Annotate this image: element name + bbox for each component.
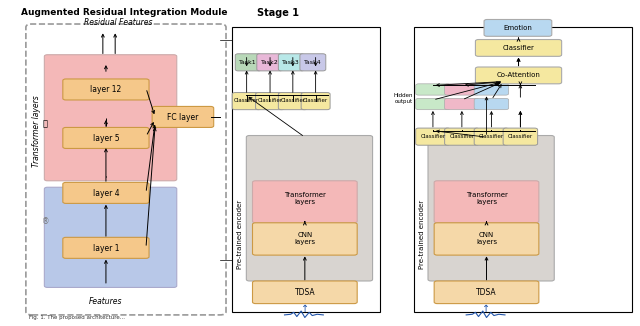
Bar (414, 27, 632, 312)
Text: Co-Attention: Co-Attention (497, 72, 540, 79)
FancyBboxPatch shape (474, 128, 509, 145)
Text: Classifier: Classifier (479, 134, 504, 139)
FancyBboxPatch shape (26, 24, 226, 315)
FancyBboxPatch shape (476, 39, 562, 56)
Text: Pre-trained encoder: Pre-trained encoder (237, 200, 243, 269)
FancyBboxPatch shape (416, 84, 450, 95)
FancyBboxPatch shape (484, 20, 552, 36)
Text: ↑: ↑ (301, 304, 309, 314)
FancyBboxPatch shape (434, 181, 539, 223)
FancyBboxPatch shape (255, 93, 285, 110)
FancyBboxPatch shape (253, 281, 357, 304)
Text: Classifier: Classifier (420, 134, 445, 139)
FancyBboxPatch shape (428, 136, 554, 281)
FancyBboxPatch shape (445, 128, 479, 145)
Text: Classifier: Classifier (234, 98, 259, 103)
Text: ↑: ↑ (483, 304, 491, 314)
Text: Fig. 1. The proposed architecture...: Fig. 1. The proposed architecture... (29, 315, 125, 320)
FancyBboxPatch shape (445, 84, 479, 95)
Text: Residual Features: Residual Features (84, 18, 152, 27)
FancyBboxPatch shape (503, 128, 538, 145)
FancyBboxPatch shape (232, 93, 261, 110)
FancyBboxPatch shape (278, 54, 304, 71)
FancyBboxPatch shape (476, 67, 562, 84)
Text: 🔒: 🔒 (43, 120, 48, 129)
Text: Transformer layers: Transformer layers (32, 95, 41, 167)
Text: CNN
layers: CNN layers (294, 232, 316, 245)
FancyBboxPatch shape (434, 223, 539, 255)
FancyBboxPatch shape (416, 128, 450, 145)
FancyBboxPatch shape (445, 98, 479, 110)
Text: Task4: Task4 (304, 60, 322, 65)
FancyBboxPatch shape (474, 84, 509, 95)
FancyBboxPatch shape (246, 136, 372, 281)
Text: layer 1: layer 1 (93, 244, 119, 253)
FancyBboxPatch shape (63, 127, 149, 148)
FancyBboxPatch shape (152, 106, 214, 127)
Text: layer 5: layer 5 (93, 134, 119, 142)
Text: Classifier: Classifier (280, 98, 305, 103)
FancyBboxPatch shape (236, 54, 261, 71)
Text: Classifier: Classifier (257, 98, 283, 103)
Text: CNN
layers: CNN layers (476, 232, 497, 245)
Text: Task3: Task3 (282, 60, 300, 65)
Bar (232, 27, 380, 312)
FancyBboxPatch shape (300, 54, 326, 71)
FancyBboxPatch shape (253, 223, 357, 255)
Text: TDSA: TDSA (294, 288, 315, 297)
FancyBboxPatch shape (44, 187, 177, 288)
Text: FC layer: FC layer (167, 112, 198, 122)
Text: layer 4: layer 4 (93, 188, 119, 198)
FancyBboxPatch shape (253, 181, 357, 223)
Text: Emotion: Emotion (504, 25, 532, 31)
Text: Classifier: Classifier (502, 45, 534, 51)
Text: ®: ® (42, 217, 49, 226)
FancyBboxPatch shape (63, 182, 149, 203)
Text: Pre-trained encoder: Pre-trained encoder (419, 200, 425, 269)
Text: Task1: Task1 (239, 60, 257, 65)
Text: Classifier: Classifier (508, 134, 533, 139)
FancyBboxPatch shape (434, 281, 539, 304)
Text: layer 12: layer 12 (90, 85, 122, 94)
Text: TDSA: TDSA (476, 288, 497, 297)
Text: Transformer
layers: Transformer layers (284, 192, 326, 205)
FancyBboxPatch shape (301, 93, 330, 110)
FancyBboxPatch shape (257, 54, 283, 71)
Text: Hidden
output: Hidden output (394, 93, 413, 104)
FancyBboxPatch shape (416, 98, 450, 110)
Text: Augmented Residual Integration Module: Augmented Residual Integration Module (21, 8, 228, 17)
Text: Classifier: Classifier (449, 134, 474, 139)
Text: Stage 1: Stage 1 (257, 8, 300, 18)
FancyBboxPatch shape (63, 79, 149, 100)
FancyBboxPatch shape (44, 55, 177, 181)
FancyBboxPatch shape (474, 98, 509, 110)
Text: Features: Features (89, 297, 123, 306)
Text: Classifier: Classifier (303, 98, 328, 103)
FancyBboxPatch shape (63, 237, 149, 258)
Text: Transformer
layers: Transformer layers (465, 192, 508, 205)
Text: Task2: Task2 (261, 60, 278, 65)
FancyBboxPatch shape (278, 93, 307, 110)
